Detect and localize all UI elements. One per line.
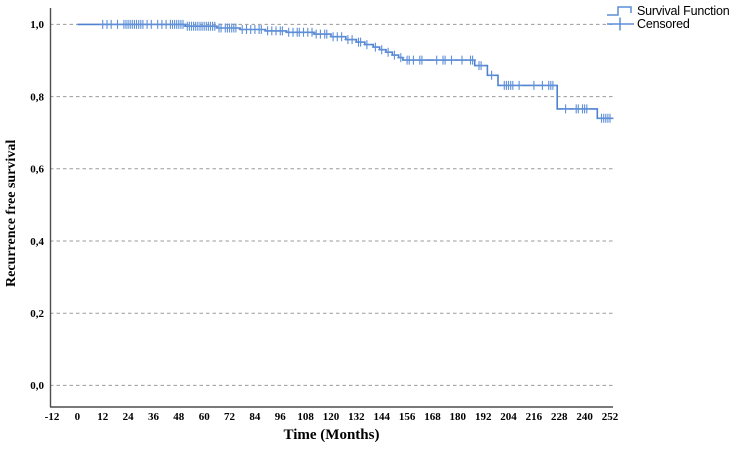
plus-icon [607, 17, 634, 30]
svg-text:120: 120 [323, 411, 340, 423]
svg-text:0,0: 0,0 [30, 380, 44, 392]
censor-marks [99, 19, 614, 123]
svg-text:84: 84 [249, 411, 261, 423]
svg-text:168: 168 [424, 411, 441, 423]
x-axis-title: Time (Months) [283, 427, 380, 443]
survival-curve [77, 23, 614, 120]
svg-text:240: 240 [576, 411, 593, 423]
svg-text:156: 156 [399, 411, 416, 423]
svg-text:72: 72 [224, 411, 236, 423]
y-axis-title: Recurrence free survival [4, 139, 19, 287]
x-tick-labels: -12 0 12 24 36 48 60 72 84 96 108 120 132 144 156 168 18… [45, 411, 619, 423]
svg-text:204: 204 [500, 411, 517, 423]
svg-text:108: 108 [297, 411, 314, 423]
legend-item-censored: Censored [606, 16, 729, 31]
svg-text:0,2: 0,2 [30, 308, 44, 320]
svg-text:60: 60 [199, 411, 211, 423]
svg-text:48: 48 [173, 411, 185, 423]
svg-text:252: 252 [602, 411, 619, 423]
svg-text:-12: -12 [45, 411, 60, 423]
svg-text:96: 96 [275, 411, 287, 423]
svg-text:0,4: 0,4 [30, 236, 44, 248]
svg-text:36: 36 [148, 411, 160, 423]
svg-text:132: 132 [348, 411, 365, 423]
svg-text:228: 228 [551, 411, 568, 423]
gridlines [50, 23, 613, 386]
svg-text:144: 144 [373, 411, 390, 423]
svg-text:0,6: 0,6 [30, 164, 44, 176]
svg-text:12: 12 [97, 411, 109, 423]
svg-text:180: 180 [450, 411, 467, 423]
svg-text:192: 192 [475, 411, 492, 423]
step-line-icon [607, 5, 632, 16]
svg-text:1,0: 1,0 [30, 19, 44, 31]
svg-text:0: 0 [75, 411, 81, 423]
legend-label-censored: Censored [637, 16, 690, 31]
legend-item-survival-function: Survival Function [606, 3, 730, 18]
svg-text:24: 24 [123, 411, 135, 423]
legend-label-survival-function: Survival Function [637, 3, 730, 18]
svg-text:0,8: 0,8 [30, 91, 44, 103]
chart-legend: Survival Function Censored [606, 3, 730, 31]
y-tick-labels: 0,0 0,2 0,4 0,6 0,8 1,0 [30, 19, 44, 392]
axes [49, 8, 613, 408]
svg-text:216: 216 [526, 411, 543, 423]
